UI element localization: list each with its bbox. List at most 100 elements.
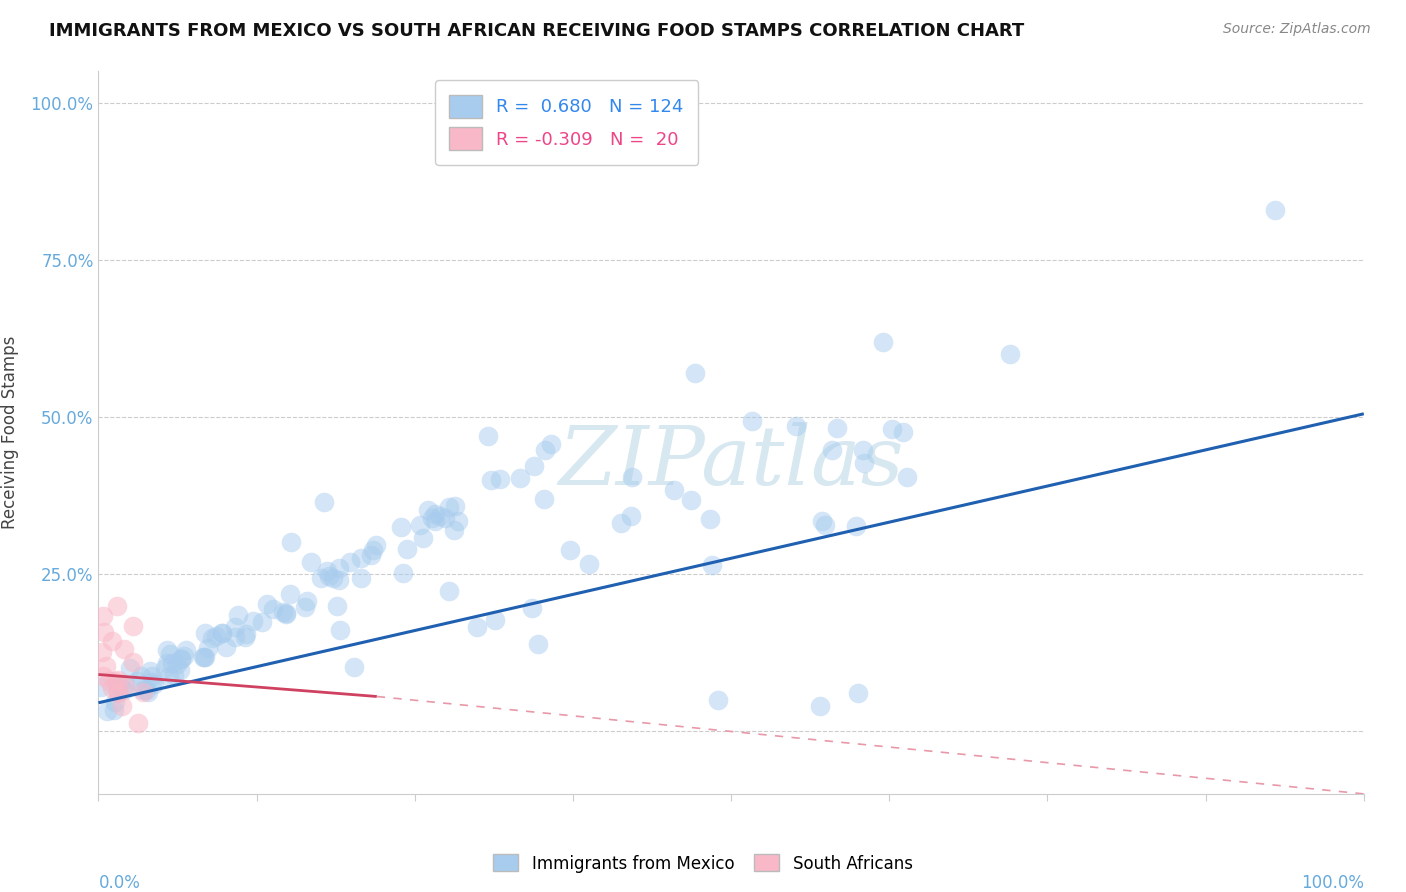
Point: [489, 472, 512, 486]
Point: [679, 492, 702, 507]
Point: [224, 620, 246, 634]
Point: [94, 659, 117, 673]
Point: [129, 669, 152, 683]
Point: [741, 414, 763, 428]
Point: [107, 685, 129, 699]
Point: [107, 685, 129, 699]
Point: [533, 491, 555, 506]
Point: [328, 560, 350, 574]
Point: [139, 664, 162, 678]
Point: [361, 543, 384, 558]
Point: [107, 673, 129, 688]
Point: [299, 556, 322, 570]
Point: [132, 682, 155, 697]
Point: [274, 607, 297, 621]
Point: [112, 641, 135, 656]
Point: [104, 695, 127, 709]
Point: [523, 459, 546, 474]
Point: [620, 470, 643, 484]
Point: [90, 681, 112, 695]
Point: [662, 483, 685, 497]
Point: [825, 421, 848, 435]
Point: [142, 676, 165, 690]
Point: [443, 524, 465, 538]
Point: [423, 507, 446, 521]
Point: [1264, 202, 1286, 217]
Point: [339, 555, 361, 569]
Point: [132, 685, 155, 699]
Point: [91, 608, 114, 623]
Point: [262, 601, 284, 615]
Point: [295, 594, 318, 608]
Point: [103, 703, 125, 717]
Point: [443, 500, 465, 514]
Point: [343, 660, 366, 674]
Point: [98, 673, 121, 688]
Point: [105, 599, 128, 613]
Point: [280, 534, 302, 549]
Point: [396, 541, 419, 556]
Point: [122, 655, 145, 669]
Point: [322, 571, 344, 585]
Point: [159, 648, 181, 662]
Text: 0.0%: 0.0%: [98, 874, 141, 892]
Text: IMMIGRANTS FROM MEXICO VS SOUTH AFRICAN RECEIVING FOOD STAMPS CORRELATION CHART: IMMIGRANTS FROM MEXICO VS SOUTH AFRICAN …: [49, 22, 1025, 40]
Point: [814, 517, 837, 532]
Point: [852, 443, 875, 458]
Point: [366, 538, 388, 552]
Point: [224, 630, 246, 644]
Point: [509, 471, 531, 485]
Point: [252, 615, 274, 630]
Point: [112, 682, 135, 697]
Point: [409, 518, 432, 533]
Point: [350, 571, 373, 585]
Point: [465, 620, 488, 634]
Point: [683, 366, 706, 380]
Point: [314, 495, 336, 509]
Point: [808, 698, 831, 713]
Text: ZIPatlas: ZIPatlas: [558, 422, 904, 501]
Point: [107, 684, 129, 698]
Point: [391, 566, 413, 581]
Point: [205, 629, 228, 643]
Point: [520, 601, 543, 615]
Point: [235, 630, 257, 644]
Point: [141, 669, 163, 683]
Point: [138, 685, 160, 699]
Point: [226, 608, 249, 623]
Point: [156, 643, 179, 657]
Point: [101, 633, 124, 648]
Point: [114, 679, 136, 693]
Point: [609, 516, 631, 530]
Point: [100, 681, 122, 695]
Point: [256, 597, 278, 611]
Point: [153, 660, 176, 674]
Point: [170, 652, 193, 666]
Point: [273, 605, 295, 619]
Point: [896, 470, 918, 484]
Point: [533, 442, 555, 457]
Point: [118, 661, 141, 675]
Point: [93, 625, 115, 640]
Point: [325, 599, 347, 614]
Point: [810, 515, 832, 529]
Point: [527, 637, 550, 651]
Point: [111, 699, 134, 714]
Point: [316, 564, 339, 578]
Point: [360, 549, 382, 563]
Point: [163, 668, 186, 682]
Point: [785, 419, 807, 434]
Point: [162, 656, 184, 670]
Point: [274, 606, 297, 620]
Point: [477, 429, 499, 443]
Point: [416, 502, 439, 516]
Point: [853, 456, 876, 470]
Point: [157, 668, 180, 682]
Point: [141, 674, 163, 689]
Point: [700, 558, 723, 572]
Point: [96, 704, 118, 718]
Point: [127, 674, 149, 689]
Point: [328, 573, 350, 587]
Point: [389, 520, 412, 534]
Point: [127, 716, 149, 731]
